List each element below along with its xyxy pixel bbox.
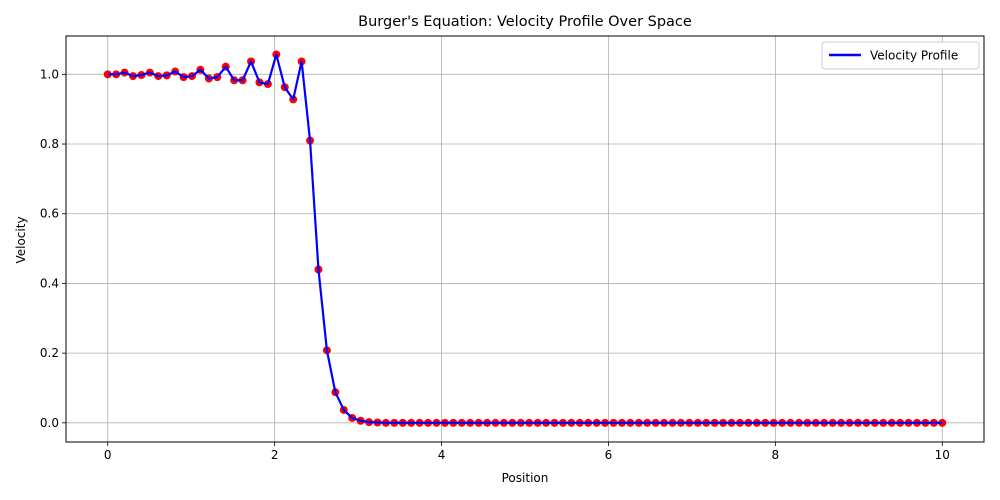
legend-box	[821, 41, 980, 70]
chart-title: Burger's Equation: Velocity Profile Over…	[358, 14, 692, 30]
plot-frame	[65, 35, 985, 443]
x-tick-label: 4	[438, 448, 446, 462]
x-tick-label: 2	[271, 448, 279, 462]
y-tick-label: 0.4	[40, 276, 59, 290]
legend: Velocity Profile	[821, 41, 980, 70]
y-tick-label: 0.6	[40, 207, 59, 221]
x-tick-label: 0	[104, 448, 112, 462]
legend-label-velocity-profile: Velocity Profile	[870, 49, 958, 63]
x-tick-label: 10	[935, 448, 950, 462]
y-tick-label: 0.0	[40, 416, 59, 430]
y-tick-label: 1.0	[40, 67, 59, 81]
x-tick-label: 8	[772, 448, 780, 462]
y-tick-label: 0.8	[40, 137, 59, 151]
series-layer	[103, 50, 947, 427]
x-axis-label: Position	[502, 471, 549, 485]
x-axis-ticks: 0 2 4 6 8 10	[104, 442, 950, 462]
data-point	[938, 418, 947, 427]
data-point	[103, 70, 112, 79]
y-axis-label: Velocity	[14, 216, 28, 263]
series-line-velocity-profile	[107, 53, 943, 424]
y-axis-ticks: 0.0 0.2 0.4 0.6 0.8 1.0	[40, 67, 66, 430]
y-tick-label: 0.2	[40, 346, 59, 360]
x-tick-label: 6	[605, 448, 613, 462]
